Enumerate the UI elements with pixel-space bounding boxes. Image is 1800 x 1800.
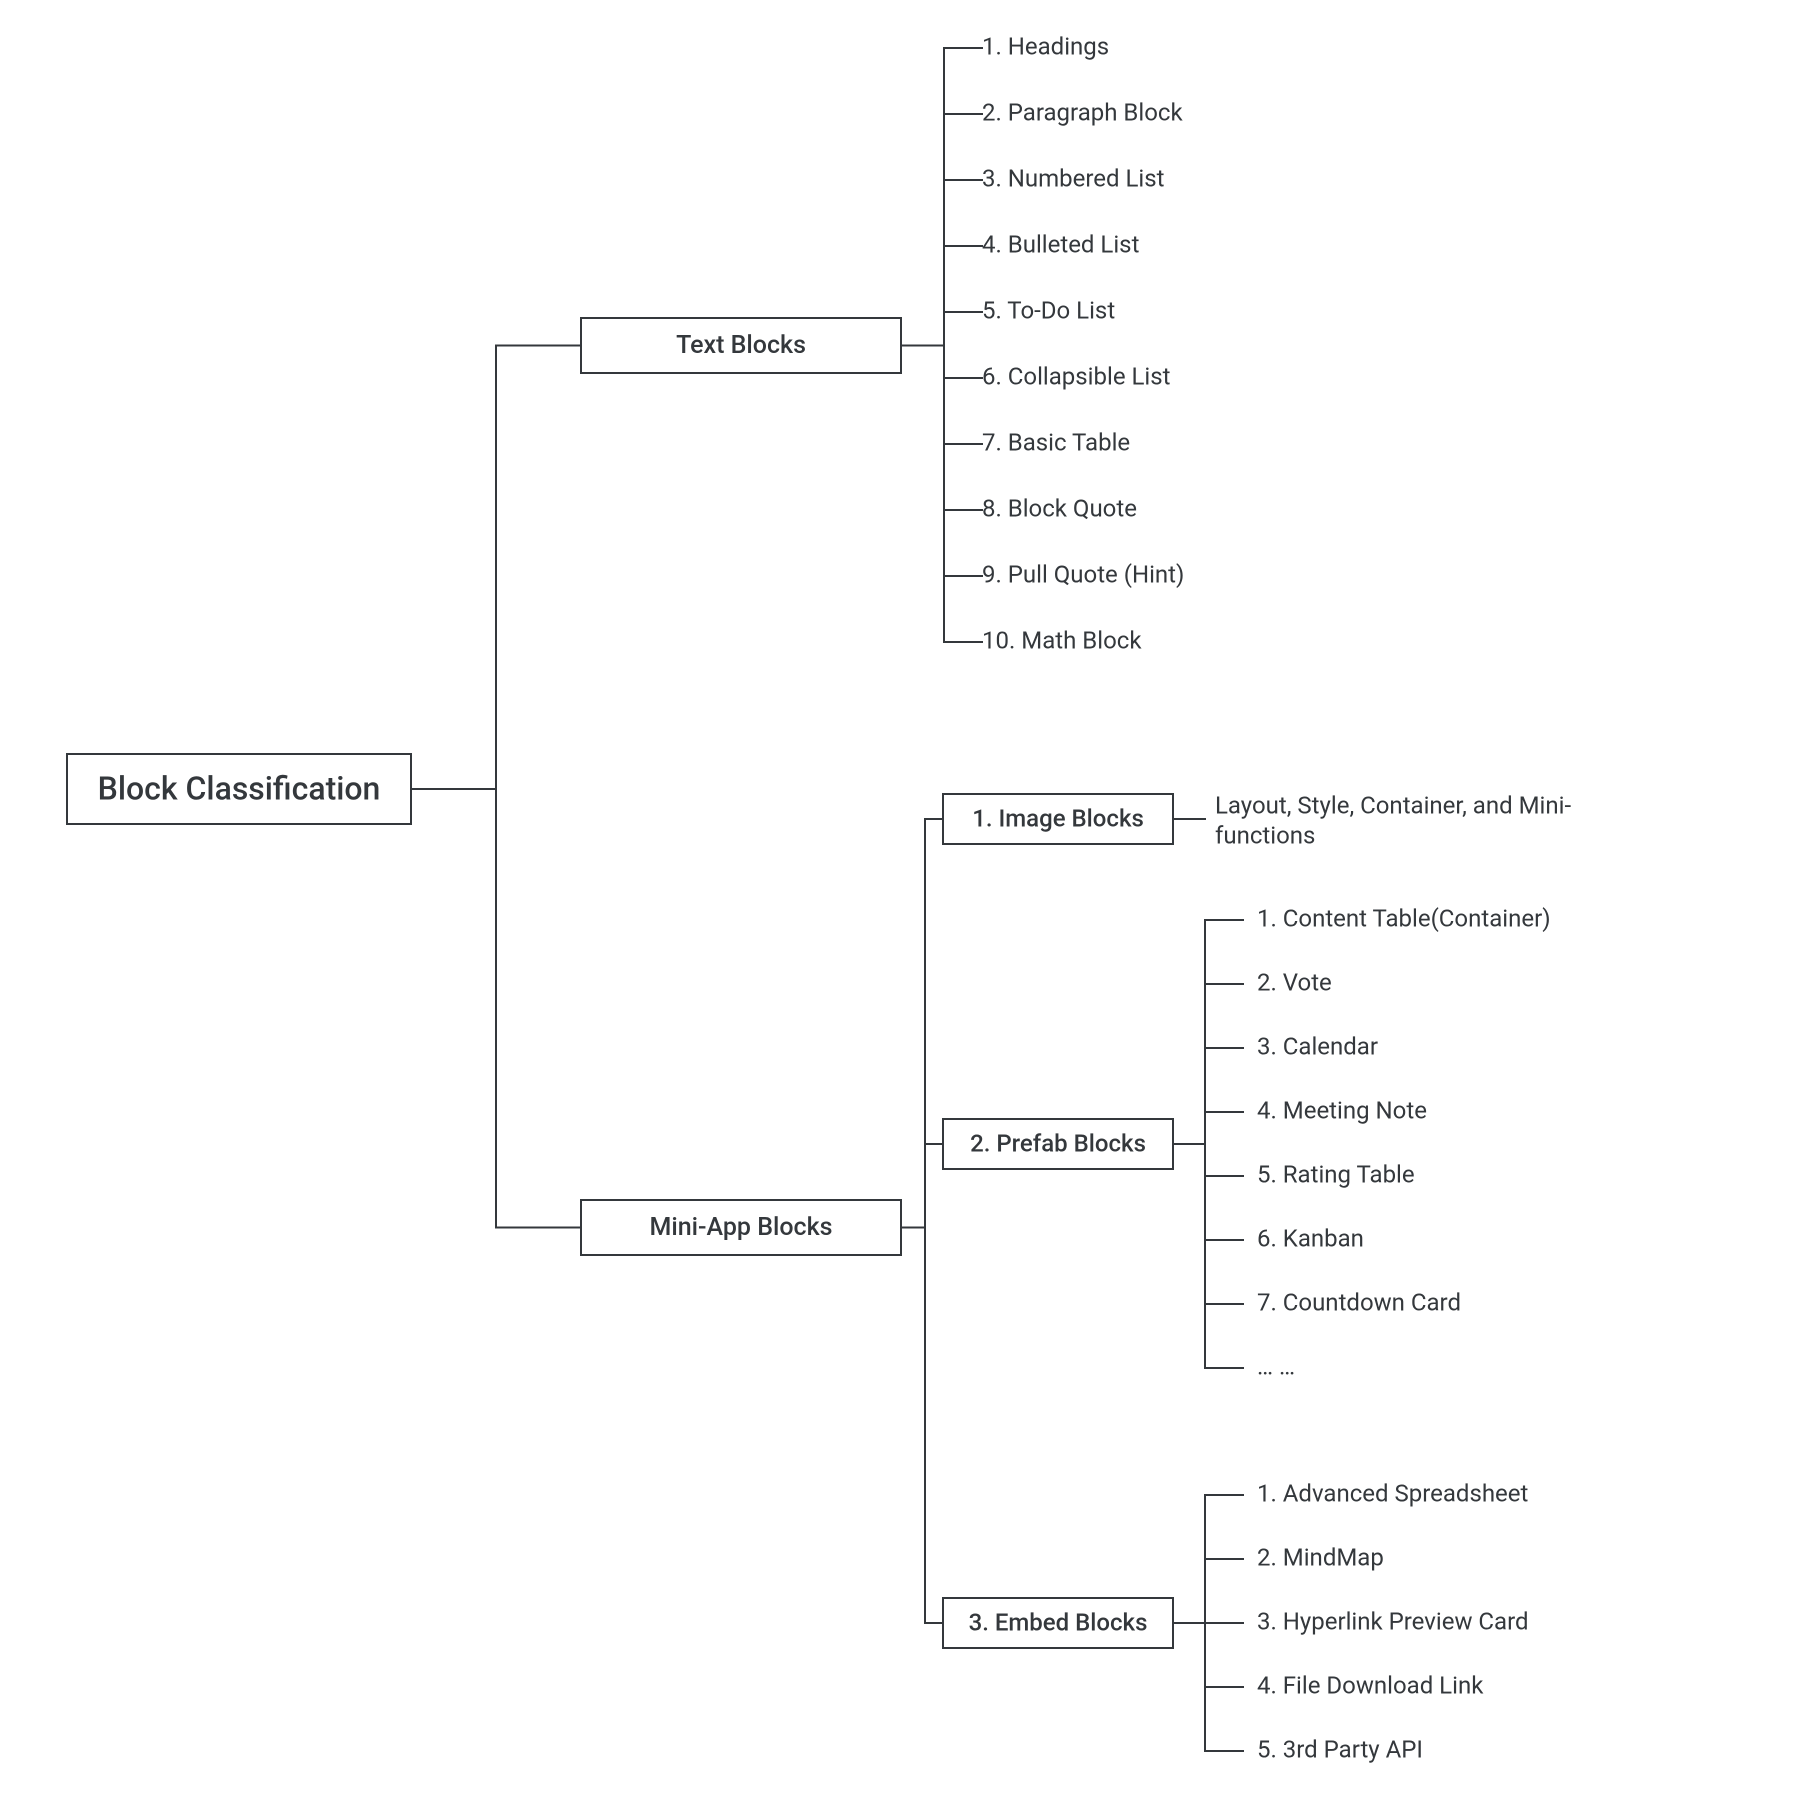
prefab-blocks-label: 2. Prefab Blocks	[970, 1129, 1146, 1157]
text-blocks-leaf-1: 2. Paragraph Block	[982, 98, 1183, 126]
mini-app-blocks-label: Mini-App Blocks	[650, 1213, 833, 1242]
root-label: Block Classification	[98, 769, 381, 807]
image-blocks-leaf-0-0: Layout, Style, Container, and Mini-	[1215, 791, 1571, 819]
embed-blocks-leaf-0: 1. Advanced Spreadsheet	[1257, 1479, 1529, 1507]
embed-blocks-leaf-1: 2. MindMap	[1257, 1543, 1384, 1571]
prefab-blocks-leaf-2: 3. Calendar	[1257, 1032, 1378, 1060]
embed-blocks-leaf-4: 5. 3rd Party API	[1257, 1735, 1423, 1763]
prefab-blocks-leaf-7: … …	[1257, 1352, 1295, 1380]
text-blocks-leaf-8: 9. Pull Quote (Hint)	[982, 560, 1184, 588]
text-blocks-leaf-0: 1. Headings	[982, 32, 1109, 60]
text-blocks-leaf-5: 6. Collapsible List	[982, 362, 1171, 390]
prefab-blocks-leaf-6: 7. Countdown Card	[1257, 1288, 1461, 1316]
image-blocks-leaf-0-1: functions	[1215, 821, 1315, 849]
text-blocks-leaf-7: 8. Block Quote	[982, 494, 1137, 522]
text-blocks-leaf-4: 5. To-Do List	[982, 296, 1115, 324]
embed-blocks-label: 3. Embed Blocks	[969, 1608, 1148, 1636]
text-blocks-leaf-6: 7. Basic Table	[982, 428, 1130, 456]
image-blocks-label: 1. Image Blocks	[972, 804, 1144, 832]
prefab-blocks-leaf-0: 1. Content Table(Container)	[1257, 904, 1551, 932]
prefab-blocks-leaf-3: 4. Meeting Note	[1257, 1096, 1427, 1124]
prefab-blocks-leaf-5: 6. Kanban	[1257, 1224, 1364, 1252]
prefab-blocks-leaf-4: 5. Rating Table	[1257, 1160, 1415, 1188]
text-blocks-leaf-3: 4. Bulleted List	[982, 230, 1140, 258]
tree-diagram: Block Classification Text Blocks 1. Headin…	[0, 0, 1800, 1800]
prefab-blocks-leaf-1: 2. Vote	[1257, 968, 1332, 996]
embed-blocks-leaf-2: 3. Hyperlink Preview Card	[1257, 1607, 1529, 1635]
text-blocks-leaf-2: 3. Numbered List	[982, 164, 1165, 192]
text-blocks-leaf-9: 10. Math Block	[982, 626, 1142, 654]
text-blocks-label: Text Blocks	[676, 331, 806, 360]
embed-blocks-leaf-3: 4. File Download Link	[1257, 1671, 1484, 1699]
